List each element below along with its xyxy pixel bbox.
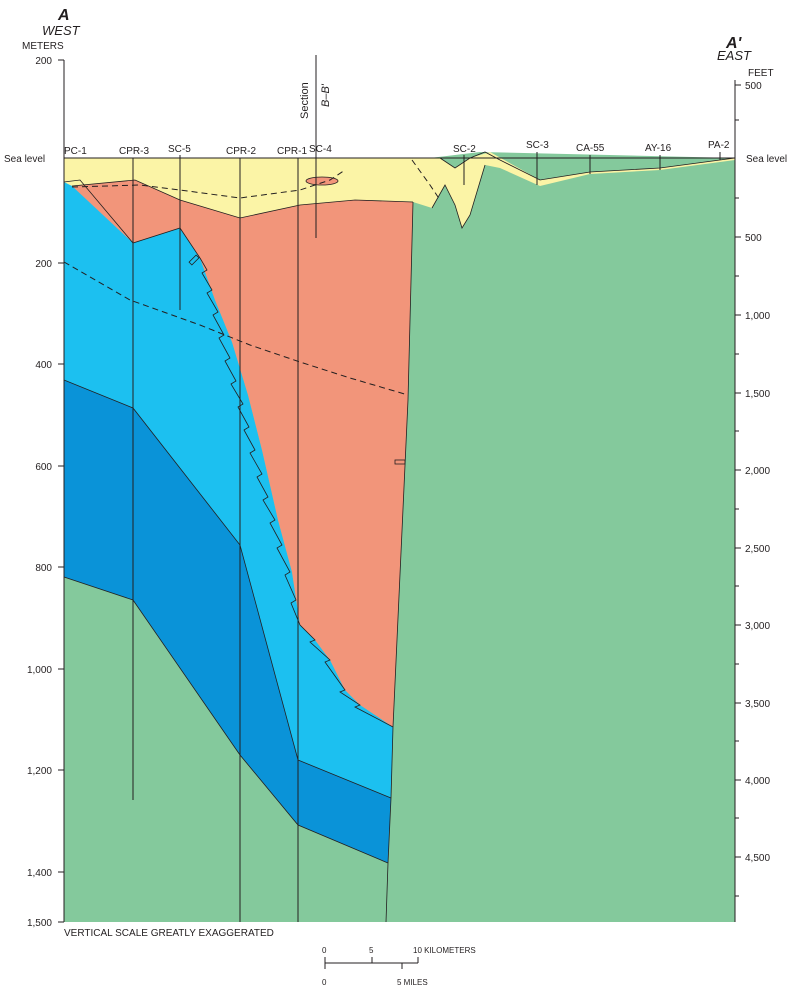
right-axis-ticks: [735, 84, 741, 897]
upper-blue-unit: [64, 180, 393, 798]
vertical-scale-note: VERTICAL SCALE GREATLY EXAGGERATED: [64, 928, 274, 939]
orange-unit: [72, 180, 413, 727]
well-label-cpr-1: CPR-1: [277, 146, 307, 157]
well-label-cpr-2: CPR-2: [226, 146, 256, 157]
crossing-section-label: Section B–B': [299, 82, 332, 119]
right-tick-label: 4,000: [745, 776, 770, 787]
left-sea-level-label: Sea level: [4, 154, 45, 165]
right-tick-label: 1,500: [745, 389, 770, 400]
west-direction-label: WEST: [42, 23, 81, 38]
right-tick-label: 1,000: [745, 311, 770, 322]
left-axis-ticks: [58, 59, 64, 923]
right-tick-label: 2,500: [745, 544, 770, 555]
left-tick-label: 200: [35, 259, 52, 270]
right-axis: [734, 80, 741, 922]
right-tick-label: 3,000: [745, 621, 770, 632]
well-label-sc-4: SC-4: [309, 144, 332, 155]
left-tick-label: 1,000: [27, 665, 52, 676]
dashed-horizon-deep: [63, 261, 409, 396]
well-labels: PC-1 CPR-3 SC-5 CPR-2 CPR-1 SC-4 SC-2 SC…: [64, 140, 730, 157]
scale-mi-0: 0: [322, 978, 327, 987]
left-tick-label: 1,400: [27, 868, 52, 879]
scale-km-10: 10 KILOMETERS: [413, 946, 476, 955]
scale-bar: 0 5 10 KILOMETERS 0 5 MILES: [322, 946, 476, 987]
crossing-section-name: B–B': [320, 83, 332, 107]
crossing-section-word: Section: [299, 82, 311, 119]
left-tick-label: 400: [35, 360, 52, 371]
right-axis-labels: FEET Sea level 500 500 1,000 1,500 2,000…: [745, 68, 787, 864]
left-tick-label: 600: [35, 462, 52, 473]
section-end-labels: A WEST A' EAST: [42, 7, 752, 63]
well-label-ay-16: AY-16: [645, 143, 672, 154]
right-tick-label: 500: [745, 81, 762, 92]
left-axis: [58, 59, 65, 923]
well-label-ca-55: CA-55: [576, 143, 605, 154]
left-tick-label: 200: [35, 56, 52, 67]
left-tick-label: 800: [35, 563, 52, 574]
left-axis-unit: METERS: [22, 41, 64, 52]
well-label-pc-1: PC-1: [64, 146, 87, 157]
right-tick-label: 500: [745, 233, 762, 244]
east-end-letter: A': [725, 35, 743, 52]
dashed-horizon-shallow: [71, 169, 346, 199]
dashed-horizons: [63, 159, 441, 396]
fault-symbols: [188, 254, 406, 465]
right-sea-level-label: Sea level: [746, 154, 787, 165]
left-tick-label: 1,200: [27, 766, 52, 777]
west-end-letter: A: [57, 7, 70, 24]
scale-km-5: 5: [369, 946, 374, 955]
well-label-cpr-3: CPR-3: [119, 146, 149, 157]
right-tick-label: 3,500: [745, 699, 770, 710]
right-tick-label: 4,500: [745, 853, 770, 864]
well-label-sc-2: SC-2: [453, 144, 476, 155]
well-label-pa-2: PA-2: [708, 140, 730, 151]
right-tick-label: 2,000: [745, 466, 770, 477]
surficial-unit: [64, 152, 735, 228]
right-axis-unit: FEET: [748, 68, 774, 79]
scale-km-0: 0: [322, 946, 327, 955]
scale-mi-5: 5 MILES: [397, 978, 428, 987]
dashed-horizon-east: [411, 159, 441, 201]
east-direction-label: EAST: [717, 48, 752, 63]
lower-blue-unit: [64, 380, 391, 863]
well-label-sc-5: SC-5: [168, 144, 191, 155]
well-label-sc-3: SC-3: [526, 140, 549, 151]
orange-lens: [306, 177, 338, 185]
left-axis-labels: METERS Sea level 200 200 400 600 800 1,0…: [4, 41, 64, 929]
left-tick-label: 1,500: [27, 918, 52, 929]
geologic-units: [64, 152, 735, 922]
